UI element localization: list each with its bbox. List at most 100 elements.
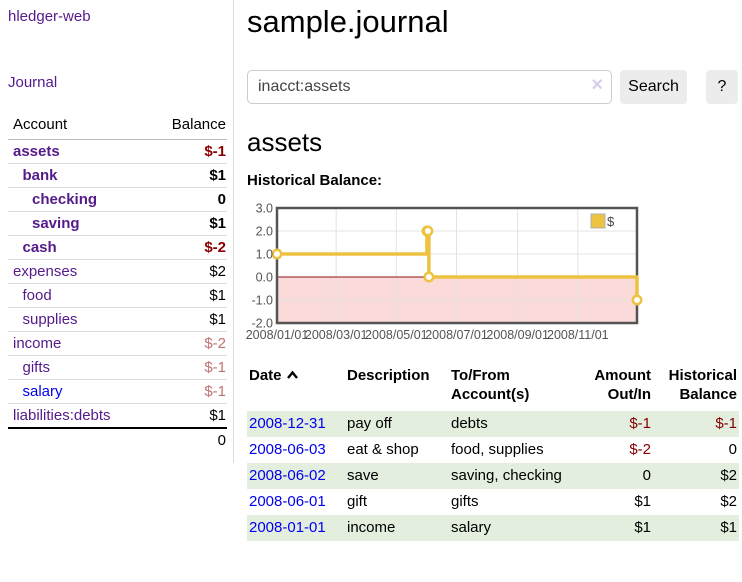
account-row: cash $-2 bbox=[8, 235, 227, 260]
transaction-date-link[interactable]: 2008-01-01 bbox=[249, 519, 326, 536]
sidebar-account-link-supplies[interactable]: supplies bbox=[22, 311, 78, 328]
account-balance-value: $1 bbox=[145, 403, 227, 429]
account-name-cell: gifts bbox=[8, 355, 146, 380]
register-description-cell: eat & shop bbox=[347, 441, 419, 458]
account-row: saving $1 bbox=[8, 211, 227, 236]
account-balance-value: $-1 bbox=[145, 379, 227, 404]
transaction-date-link[interactable]: 2008-06-02 bbox=[249, 467, 326, 484]
account-balance-value: $1 bbox=[145, 283, 227, 308]
register-col-amount: Amount Out/In bbox=[594, 367, 651, 403]
account-balance-value: $-2 bbox=[145, 235, 227, 260]
register-col-description: Description bbox=[347, 367, 430, 384]
account-name-cell: expenses bbox=[8, 259, 146, 284]
register-row: 2008-06-02 save saving, checking 0 $2 bbox=[247, 463, 739, 489]
account-balance-value: $-2 bbox=[145, 331, 227, 356]
register-balance-cell: $2 bbox=[720, 467, 737, 484]
register-col-date[interactable]: Date bbox=[247, 364, 345, 411]
register-amount-cell: $-1 bbox=[629, 415, 651, 432]
register-accounts-cell: saving, checking bbox=[451, 467, 562, 484]
account-row: assets $-1 bbox=[8, 139, 227, 164]
register-amount-cell: $-2 bbox=[629, 441, 651, 458]
sidebar-account-link-bank[interactable]: bank bbox=[22, 167, 58, 184]
data-point-marker bbox=[631, 294, 643, 306]
legend-label: $ bbox=[607, 214, 615, 229]
sidebar-account-link-salary[interactable]: salary bbox=[22, 383, 63, 400]
sidebar-account-link-income[interactable]: income bbox=[13, 335, 62, 352]
nav-journal-link[interactable]: Journal bbox=[8, 74, 58, 91]
account-name-cell: assets bbox=[8, 139, 146, 164]
clear-search-icon[interactable]: × bbox=[591, 74, 603, 96]
sidebar-account-link-assets[interactable]: assets bbox=[13, 143, 60, 160]
register-amount-cell: 0 bbox=[642, 467, 651, 484]
register-date-cell: 2008-12-31 bbox=[247, 411, 345, 437]
register-balance-cell: $-1 bbox=[715, 415, 737, 432]
account-name-cell: food bbox=[8, 283, 146, 308]
data-point-marker bbox=[422, 225, 434, 237]
register-header-row: Date Description To/From Account(s) Amoun… bbox=[247, 364, 739, 411]
register-amount-cell: $1 bbox=[634, 519, 651, 536]
account-balance-value: $1 bbox=[145, 211, 227, 236]
account-balance-value: $-1 bbox=[145, 355, 227, 380]
register-description-cell: gift bbox=[347, 493, 368, 510]
y-tick-label: -2.0 bbox=[251, 317, 273, 331]
data-point-marker bbox=[423, 271, 435, 283]
y-tick-label: 0.0 bbox=[256, 271, 273, 285]
register-row: 2008-06-03 eat & shop food, supplies $-2 0 bbox=[247, 437, 739, 463]
register-balance-cell: 0 bbox=[728, 441, 737, 458]
accounts-total-value: 0 bbox=[145, 427, 227, 452]
search-input[interactable] bbox=[247, 70, 612, 104]
accounts-col-account: Account bbox=[8, 112, 146, 140]
account-row: supplies $1 bbox=[8, 307, 227, 332]
sort-ascending-icon bbox=[286, 366, 299, 385]
sidebar-divider bbox=[233, 0, 234, 463]
sidebar-account-link-saving[interactable]: saving bbox=[32, 215, 80, 232]
account-name-cell: checking bbox=[8, 187, 146, 212]
account-row: bank $1 bbox=[8, 163, 227, 188]
register-row: 2008-06-01 gift gifts $1 $2 bbox=[247, 489, 739, 515]
account-balance-value: $1 bbox=[145, 163, 227, 188]
register-date-cell: 2008-06-01 bbox=[247, 489, 345, 515]
account-row: salary $-1 bbox=[8, 379, 227, 404]
account-row: income $-2 bbox=[8, 331, 227, 356]
transaction-date-link[interactable]: 2008-12-31 bbox=[249, 415, 326, 432]
register-date-cell: 2008-01-01 bbox=[247, 515, 345, 541]
main-content: sample.journal × Search ? assets Histori… bbox=[246, 0, 742, 541]
transaction-date-link[interactable]: 2008-06-03 bbox=[249, 441, 326, 458]
account-name-cell: liabilities:debts bbox=[8, 403, 146, 429]
sidebar-account-link-liabilities-debts[interactable]: liabilities:debts bbox=[13, 407, 111, 424]
account-name-cell: supplies bbox=[8, 307, 146, 332]
register-accounts-cell: gifts bbox=[451, 493, 479, 510]
y-tick-label: 2.0 bbox=[256, 225, 273, 239]
sidebar: hledger-web Journal Account Balance asse… bbox=[0, 0, 232, 452]
help-button[interactable]: ? bbox=[706, 70, 738, 104]
app-title-link[interactable]: hledger-web bbox=[8, 8, 91, 25]
sidebar-account-link-cash[interactable]: cash bbox=[22, 239, 57, 256]
transaction-date-link[interactable]: 2008-06-01 bbox=[249, 493, 326, 510]
account-name-cell: salary bbox=[8, 379, 146, 404]
register-row: 2008-12-31 pay off debts $-1 $-1 bbox=[247, 411, 739, 437]
account-row: liabilities:debts $1 bbox=[8, 403, 227, 429]
search-button[interactable]: Search bbox=[620, 70, 687, 104]
sidebar-account-link-food[interactable]: food bbox=[22, 287, 52, 304]
sidebar-account-link-checking[interactable]: checking bbox=[32, 191, 98, 208]
sidebar-account-link-gifts[interactable]: gifts bbox=[22, 359, 51, 376]
accounts-table: Account Balance assets $-1 bank $1 checking 0… bbox=[8, 112, 227, 452]
register-balance-cell: $2 bbox=[720, 493, 737, 510]
accounts-header-row: Account Balance bbox=[8, 112, 227, 140]
register-balance-cell: $1 bbox=[720, 519, 737, 536]
register-description-cell: save bbox=[347, 467, 379, 484]
register-description-cell: income bbox=[347, 519, 396, 536]
account-heading: assets bbox=[247, 127, 323, 157]
search-row: × Search ? bbox=[247, 70, 742, 104]
chart-label: Historical Balance: bbox=[247, 172, 383, 189]
register-date-cell: 2008-06-02 bbox=[247, 463, 345, 489]
x-tick-label: 2008/09/01 bbox=[486, 328, 549, 342]
register-description-cell: pay off bbox=[347, 415, 392, 432]
sidebar-account-link-expenses[interactable]: expenses bbox=[13, 263, 78, 280]
spacer bbox=[8, 427, 146, 452]
register-col-accounts: To/From Account(s) bbox=[451, 367, 530, 403]
account-row: food $1 bbox=[8, 283, 227, 308]
register-accounts-cell: food, supplies bbox=[451, 441, 544, 458]
y-tick-label: -1.0 bbox=[251, 294, 273, 308]
account-balance-value: $2 bbox=[145, 259, 227, 284]
